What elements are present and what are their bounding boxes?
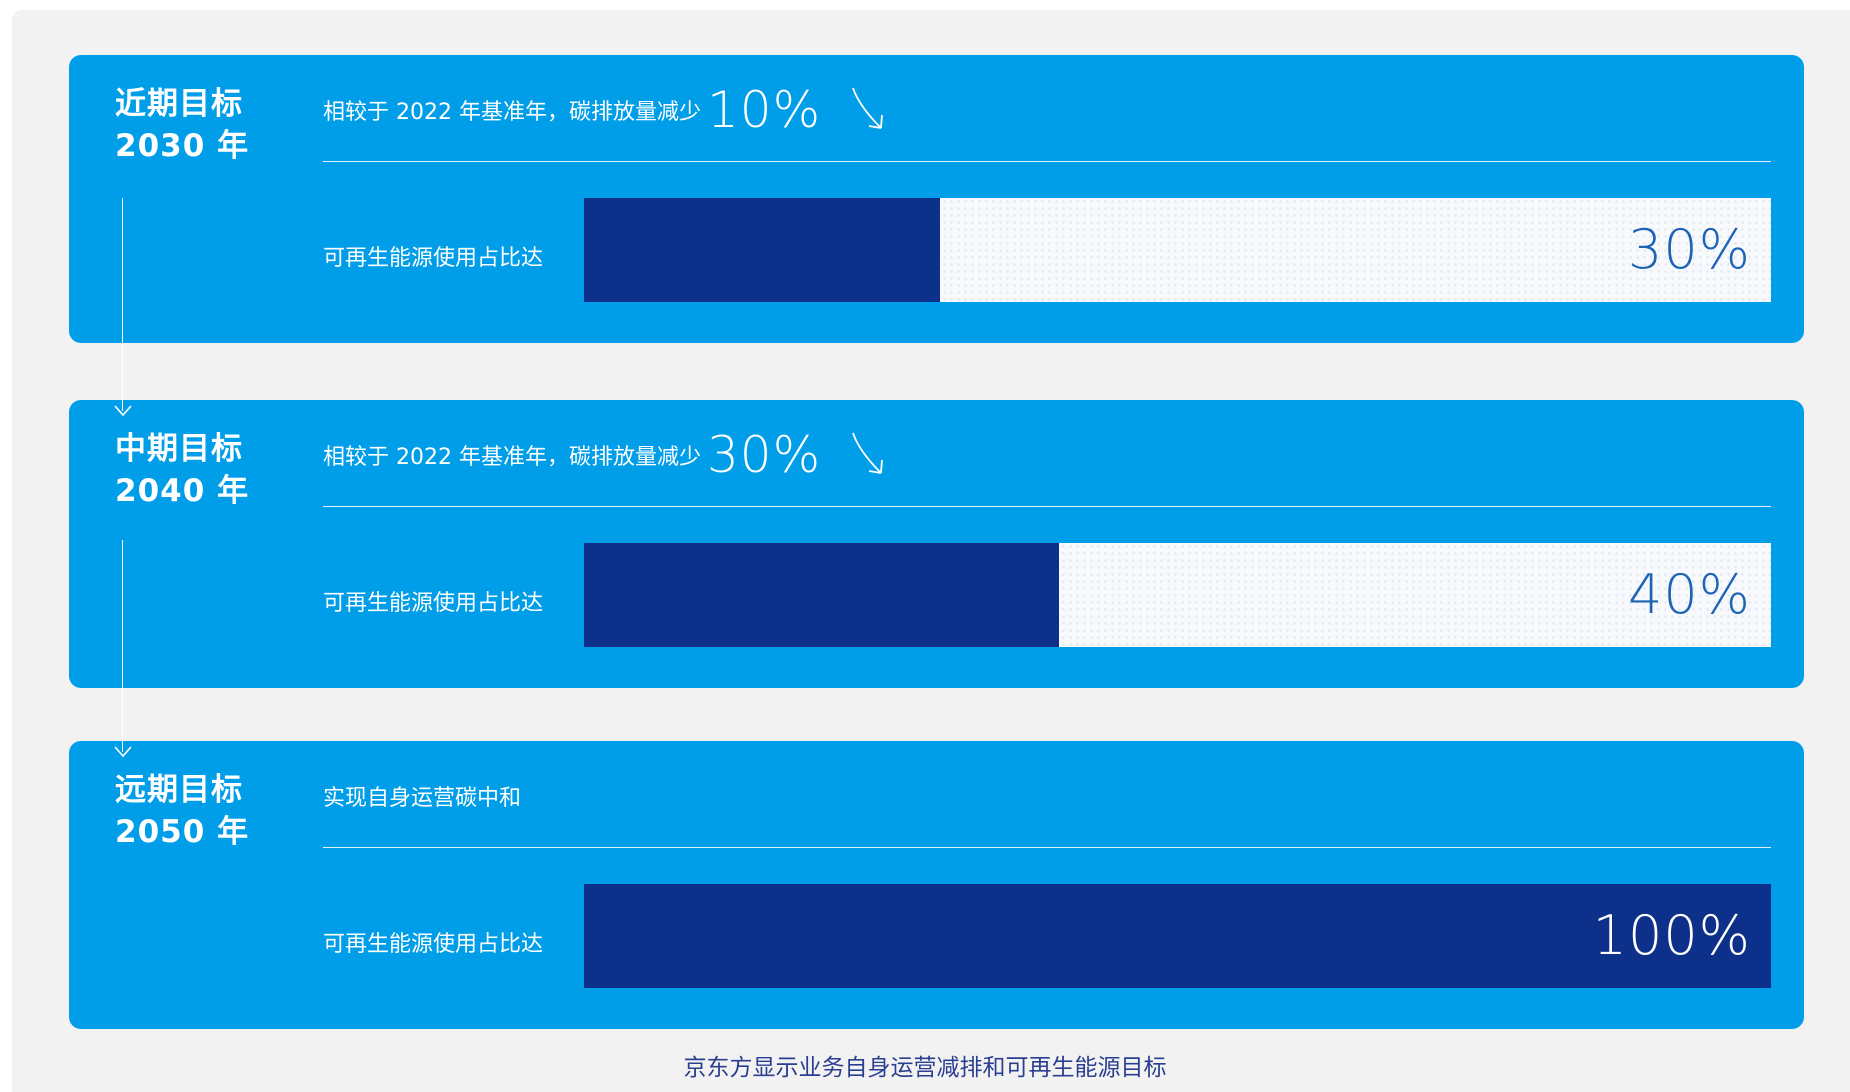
goal-title-label: 中期目标 [115,431,243,467]
renewable-progress-fill [584,884,1771,988]
carbon-neutral-statement: 实现自身运营碳中和 [323,786,522,811]
goal-title: 近期目标 2030 年 [115,83,249,167]
goal-title: 中期目标 2040 年 [115,428,249,512]
timeline-connector [122,540,123,752]
renewable-value: 30% [1627,218,1751,281]
goal-year: 2050 年 [115,814,250,850]
reduction-row: 相较于 2022 年基准年，碳排放量减少 30% [323,420,889,490]
divider [323,161,1771,162]
down-arrow-icon [849,84,889,136]
goal-card-mid-term: 中期目标 2040 年 相较于 2022 年基准年，碳排放量减少 30% 可再生… [69,400,1804,688]
renewable-label: 可再生能源使用占比达 [323,932,544,957]
renewable-progress-fill [584,543,1059,647]
renewable-progress-fill [584,198,941,302]
statement-row: 实现自身运营碳中和 [323,761,521,831]
renewable-label: 可再生能源使用占比达 [323,246,544,271]
goal-title: 远期目标 2050 年 [115,769,249,853]
down-arrow-icon [849,429,889,481]
timeline-arrow-icon [114,746,132,758]
renewable-label: 可再生能源使用占比达 [323,591,544,616]
timeline-arrow-icon [114,405,132,417]
reduction-value: 30% [706,426,822,484]
reduction-value: 10% [706,81,822,139]
renewable-progress-bar: 40% [584,543,1771,647]
reduction-row: 相较于 2022 年基准年，碳排放量减少 10% [323,75,889,145]
renewable-value: 40% [1627,563,1751,626]
goal-title-label: 近期目标 [115,86,243,122]
goal-card-long-term: 远期目标 2050 年 实现自身运营碳中和 可再生能源使用占比达 100% [69,741,1804,1029]
divider [323,847,1771,848]
figure-caption: 京东方显示业务自身运营减排和可再生能源目标 [683,1055,1167,1081]
reduction-text: 相较于 2022 年基准年，碳排放量减少 [323,445,701,470]
goal-year: 2030 年 [115,128,250,164]
goal-title-label: 远期目标 [115,772,243,808]
renewable-progress-bar: 30% [584,198,1771,302]
goal-year: 2040 年 [115,473,250,509]
goal-card-near-term: 近期目标 2030 年 相较于 2022 年基准年，碳排放量减少 10% 可再生… [69,55,1804,343]
renewable-progress-bar: 100% [584,884,1771,988]
divider [323,506,1771,507]
timeline-connector [122,198,123,411]
renewable-value: 100% [1592,904,1751,967]
reduction-text: 相较于 2022 年基准年，碳排放量减少 [323,100,701,125]
